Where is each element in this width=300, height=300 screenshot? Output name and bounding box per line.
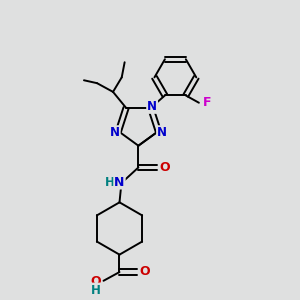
Text: N: N [157, 126, 167, 139]
Text: O: O [90, 275, 101, 288]
Text: N: N [110, 126, 120, 139]
Text: N: N [147, 100, 157, 113]
Text: H: H [105, 176, 115, 188]
Text: N: N [114, 176, 125, 188]
Text: H: H [91, 284, 100, 297]
Text: O: O [159, 161, 170, 174]
Text: O: O [140, 265, 150, 278]
Text: F: F [203, 96, 211, 109]
